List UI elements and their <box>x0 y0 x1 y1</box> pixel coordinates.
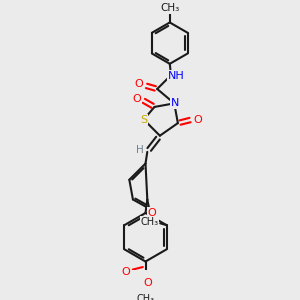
Text: O: O <box>147 208 156 218</box>
Text: CH₃: CH₃ <box>140 217 158 226</box>
Text: O: O <box>144 278 153 288</box>
Text: N: N <box>171 98 179 108</box>
Text: NH: NH <box>168 71 184 81</box>
Text: O: O <box>132 94 141 104</box>
Text: S: S <box>140 115 147 124</box>
Text: O: O <box>122 267 130 277</box>
Text: CH₃: CH₃ <box>160 3 179 13</box>
Text: H: H <box>136 145 144 155</box>
Text: O: O <box>135 80 144 89</box>
Text: CH₃: CH₃ <box>136 294 154 300</box>
Text: O: O <box>193 115 202 124</box>
